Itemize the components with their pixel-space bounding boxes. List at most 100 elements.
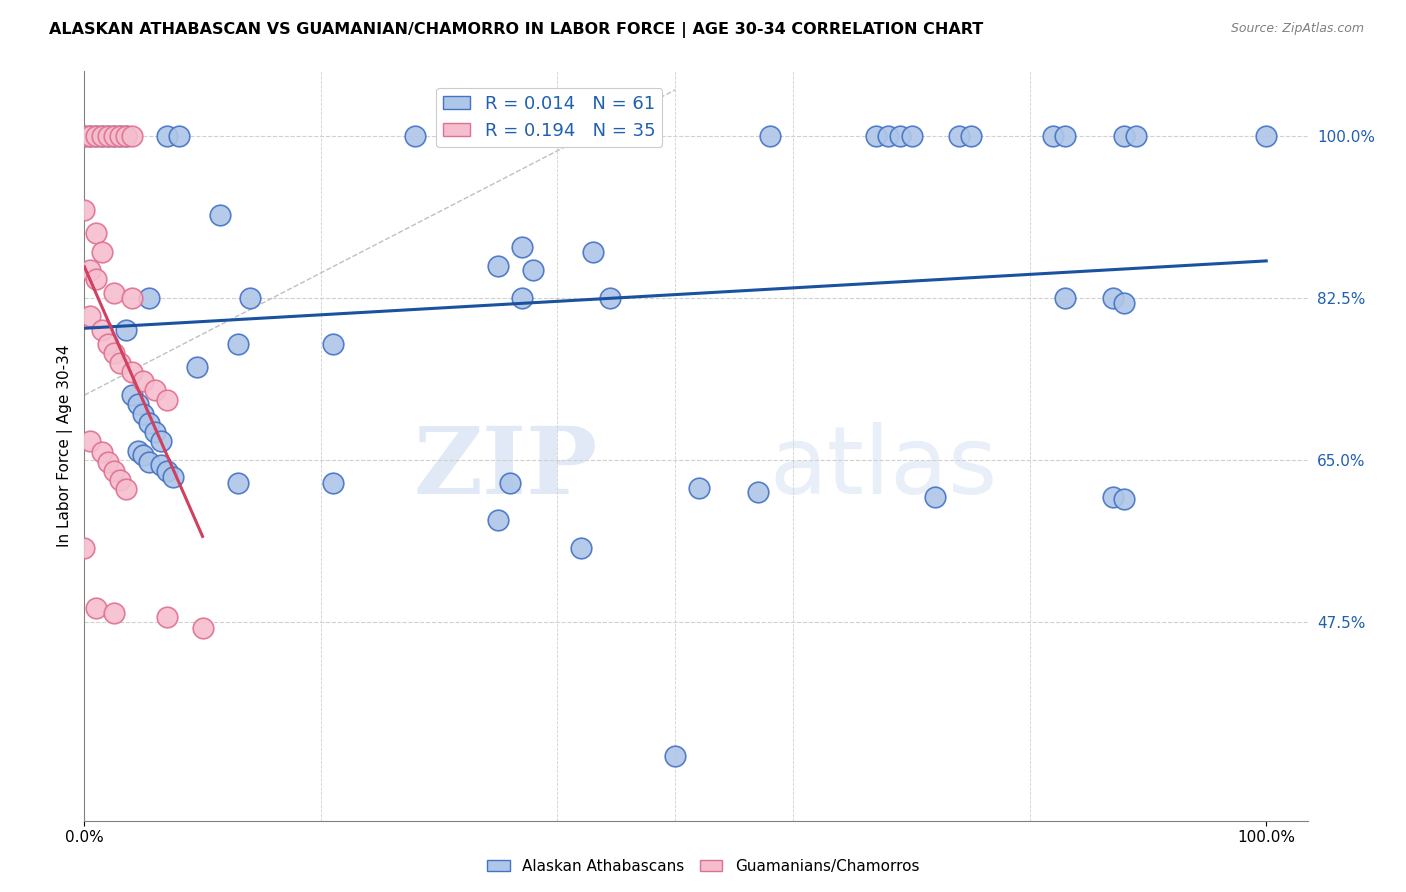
Point (209, 208, 232, 222)
Point (73, 129, 96, 144)
Point (121, 365, 143, 379)
Point (84, 272, 107, 286)
Point (1125, 129, 1147, 144)
Point (1054, 291, 1077, 305)
Point (84, 129, 107, 144)
Point (138, 291, 160, 305)
Point (581, 244, 603, 259)
Point (97, 337, 120, 351)
Point (747, 485, 769, 500)
Point (114, 323, 136, 337)
Point (103, 346, 125, 360)
Point (84, 226, 107, 240)
Point (121, 129, 143, 144)
Point (103, 606, 125, 620)
Point (73, 203, 96, 218)
Text: ALASKAN ATHABASCAN VS GUAMANIAN/CHAMORRO IN LABOR FORCE | AGE 30-34 CORRELATION : ALASKAN ATHABASCAN VS GUAMANIAN/CHAMORRO… (49, 22, 983, 38)
Text: ZIP: ZIP (413, 424, 598, 514)
Point (103, 129, 125, 144)
Point (156, 464, 179, 478)
Point (108, 473, 131, 487)
Point (226, 475, 249, 490)
Point (108, 129, 131, 144)
Point (948, 129, 970, 144)
Point (889, 129, 911, 144)
Point (84, 600, 107, 615)
Point (84, 129, 107, 144)
Legend: R = 0.014   N = 61, R = 0.194   N = 35: R = 0.014 N = 61, R = 0.194 N = 35 (436, 88, 662, 147)
Point (114, 129, 136, 144)
Point (688, 481, 710, 495)
Point (91, 129, 114, 144)
Point (73, 129, 96, 144)
Point (79, 434, 101, 449)
Point (103, 129, 125, 144)
Point (486, 259, 509, 273)
Point (143, 425, 166, 439)
Point (103, 286, 125, 301)
Point (1256, 129, 1278, 144)
Point (91, 445, 114, 459)
Point (167, 129, 190, 144)
Point (114, 129, 136, 144)
Point (510, 291, 533, 305)
Point (186, 360, 208, 375)
Point (79, 129, 101, 144)
Point (322, 475, 344, 490)
Point (569, 541, 592, 555)
Point (97, 129, 120, 144)
Point (664, 748, 686, 763)
Point (510, 240, 533, 254)
Point (239, 291, 262, 305)
Point (865, 129, 887, 144)
Point (73, 541, 96, 555)
Point (522, 263, 544, 277)
Point (162, 469, 184, 483)
Point (156, 129, 179, 144)
Point (486, 513, 509, 527)
Point (79, 263, 101, 277)
Point (103, 464, 125, 478)
Point (127, 443, 149, 458)
Point (404, 129, 426, 144)
Y-axis label: In Labor Force | Age 30-34: In Labor Force | Age 30-34 (58, 344, 73, 548)
Point (132, 448, 155, 462)
Point (1042, 129, 1064, 144)
Legend: Alaskan Athabascans, Guamanians/Chamorros: Alaskan Athabascans, Guamanians/Chamorro… (481, 853, 925, 880)
Point (121, 388, 143, 402)
Point (79, 310, 101, 324)
Point (877, 129, 900, 144)
Text: atlas: atlas (769, 423, 998, 515)
Point (79, 129, 101, 144)
Point (150, 458, 173, 472)
Point (97, 455, 120, 469)
Point (91, 323, 114, 337)
Point (226, 337, 249, 351)
Point (91, 244, 114, 259)
Point (97, 129, 120, 144)
Point (127, 397, 149, 411)
Point (1114, 295, 1136, 310)
Text: Source: ZipAtlas.com: Source: ZipAtlas.com (1230, 22, 1364, 36)
Point (132, 407, 155, 421)
Point (108, 129, 131, 144)
Point (1114, 491, 1136, 506)
Point (191, 621, 214, 635)
Point (91, 129, 114, 144)
Point (924, 490, 946, 504)
Point (759, 129, 782, 144)
Point (121, 291, 143, 305)
Point (900, 129, 922, 144)
Point (108, 356, 131, 370)
Point (1054, 129, 1077, 144)
Point (156, 610, 179, 624)
Point (959, 129, 981, 144)
Point (138, 455, 160, 469)
Point (138, 416, 160, 430)
Point (1101, 490, 1123, 504)
Point (143, 384, 166, 398)
Point (499, 475, 522, 490)
Point (599, 291, 621, 305)
Point (114, 483, 136, 497)
Point (150, 434, 173, 449)
